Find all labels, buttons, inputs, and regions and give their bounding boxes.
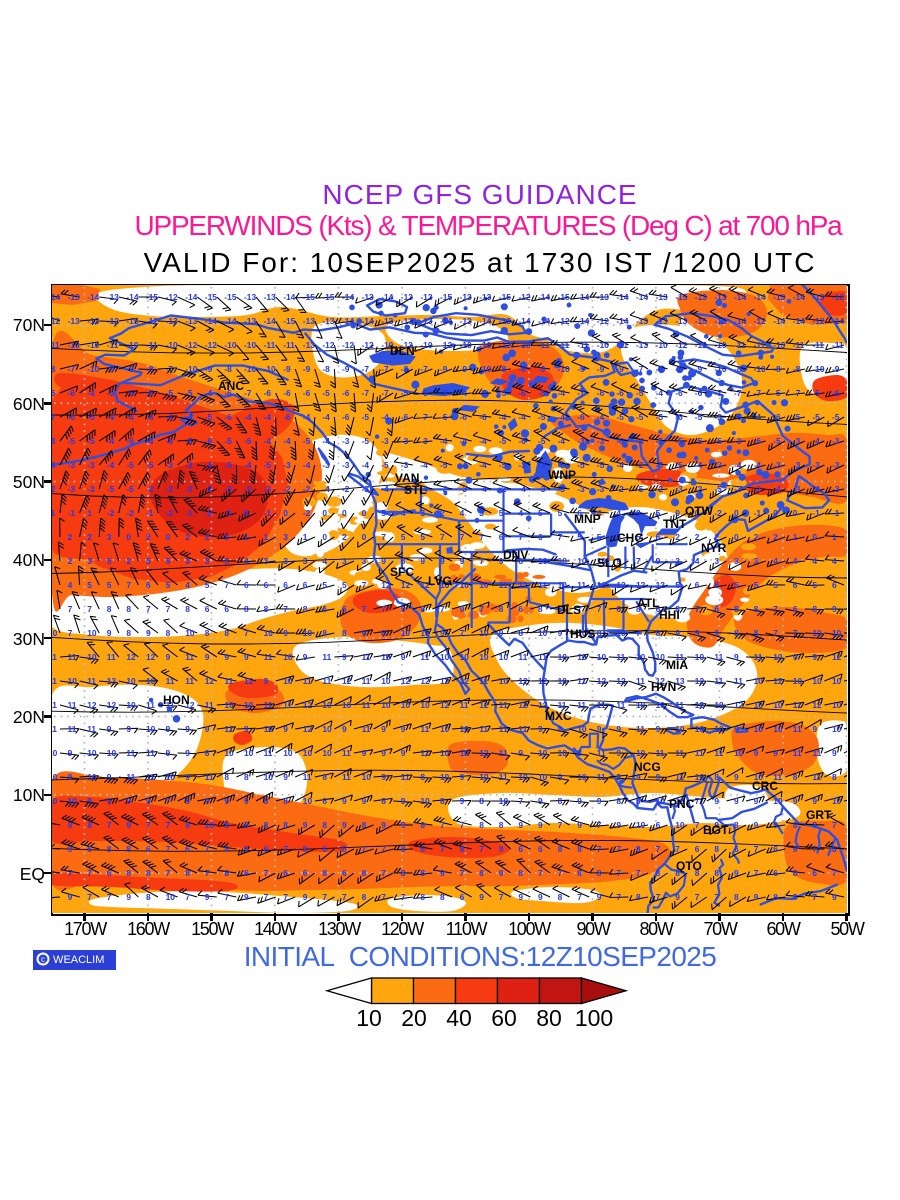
svg-text:80: 80 [536, 1005, 562, 1031]
svg-text:40: 40 [446, 1005, 472, 1031]
svg-text:60: 60 [491, 1005, 517, 1031]
svg-text:100: 100 [575, 1005, 613, 1031]
svg-text:10: 10 [356, 1005, 382, 1031]
svg-text:20: 20 [401, 1005, 427, 1031]
